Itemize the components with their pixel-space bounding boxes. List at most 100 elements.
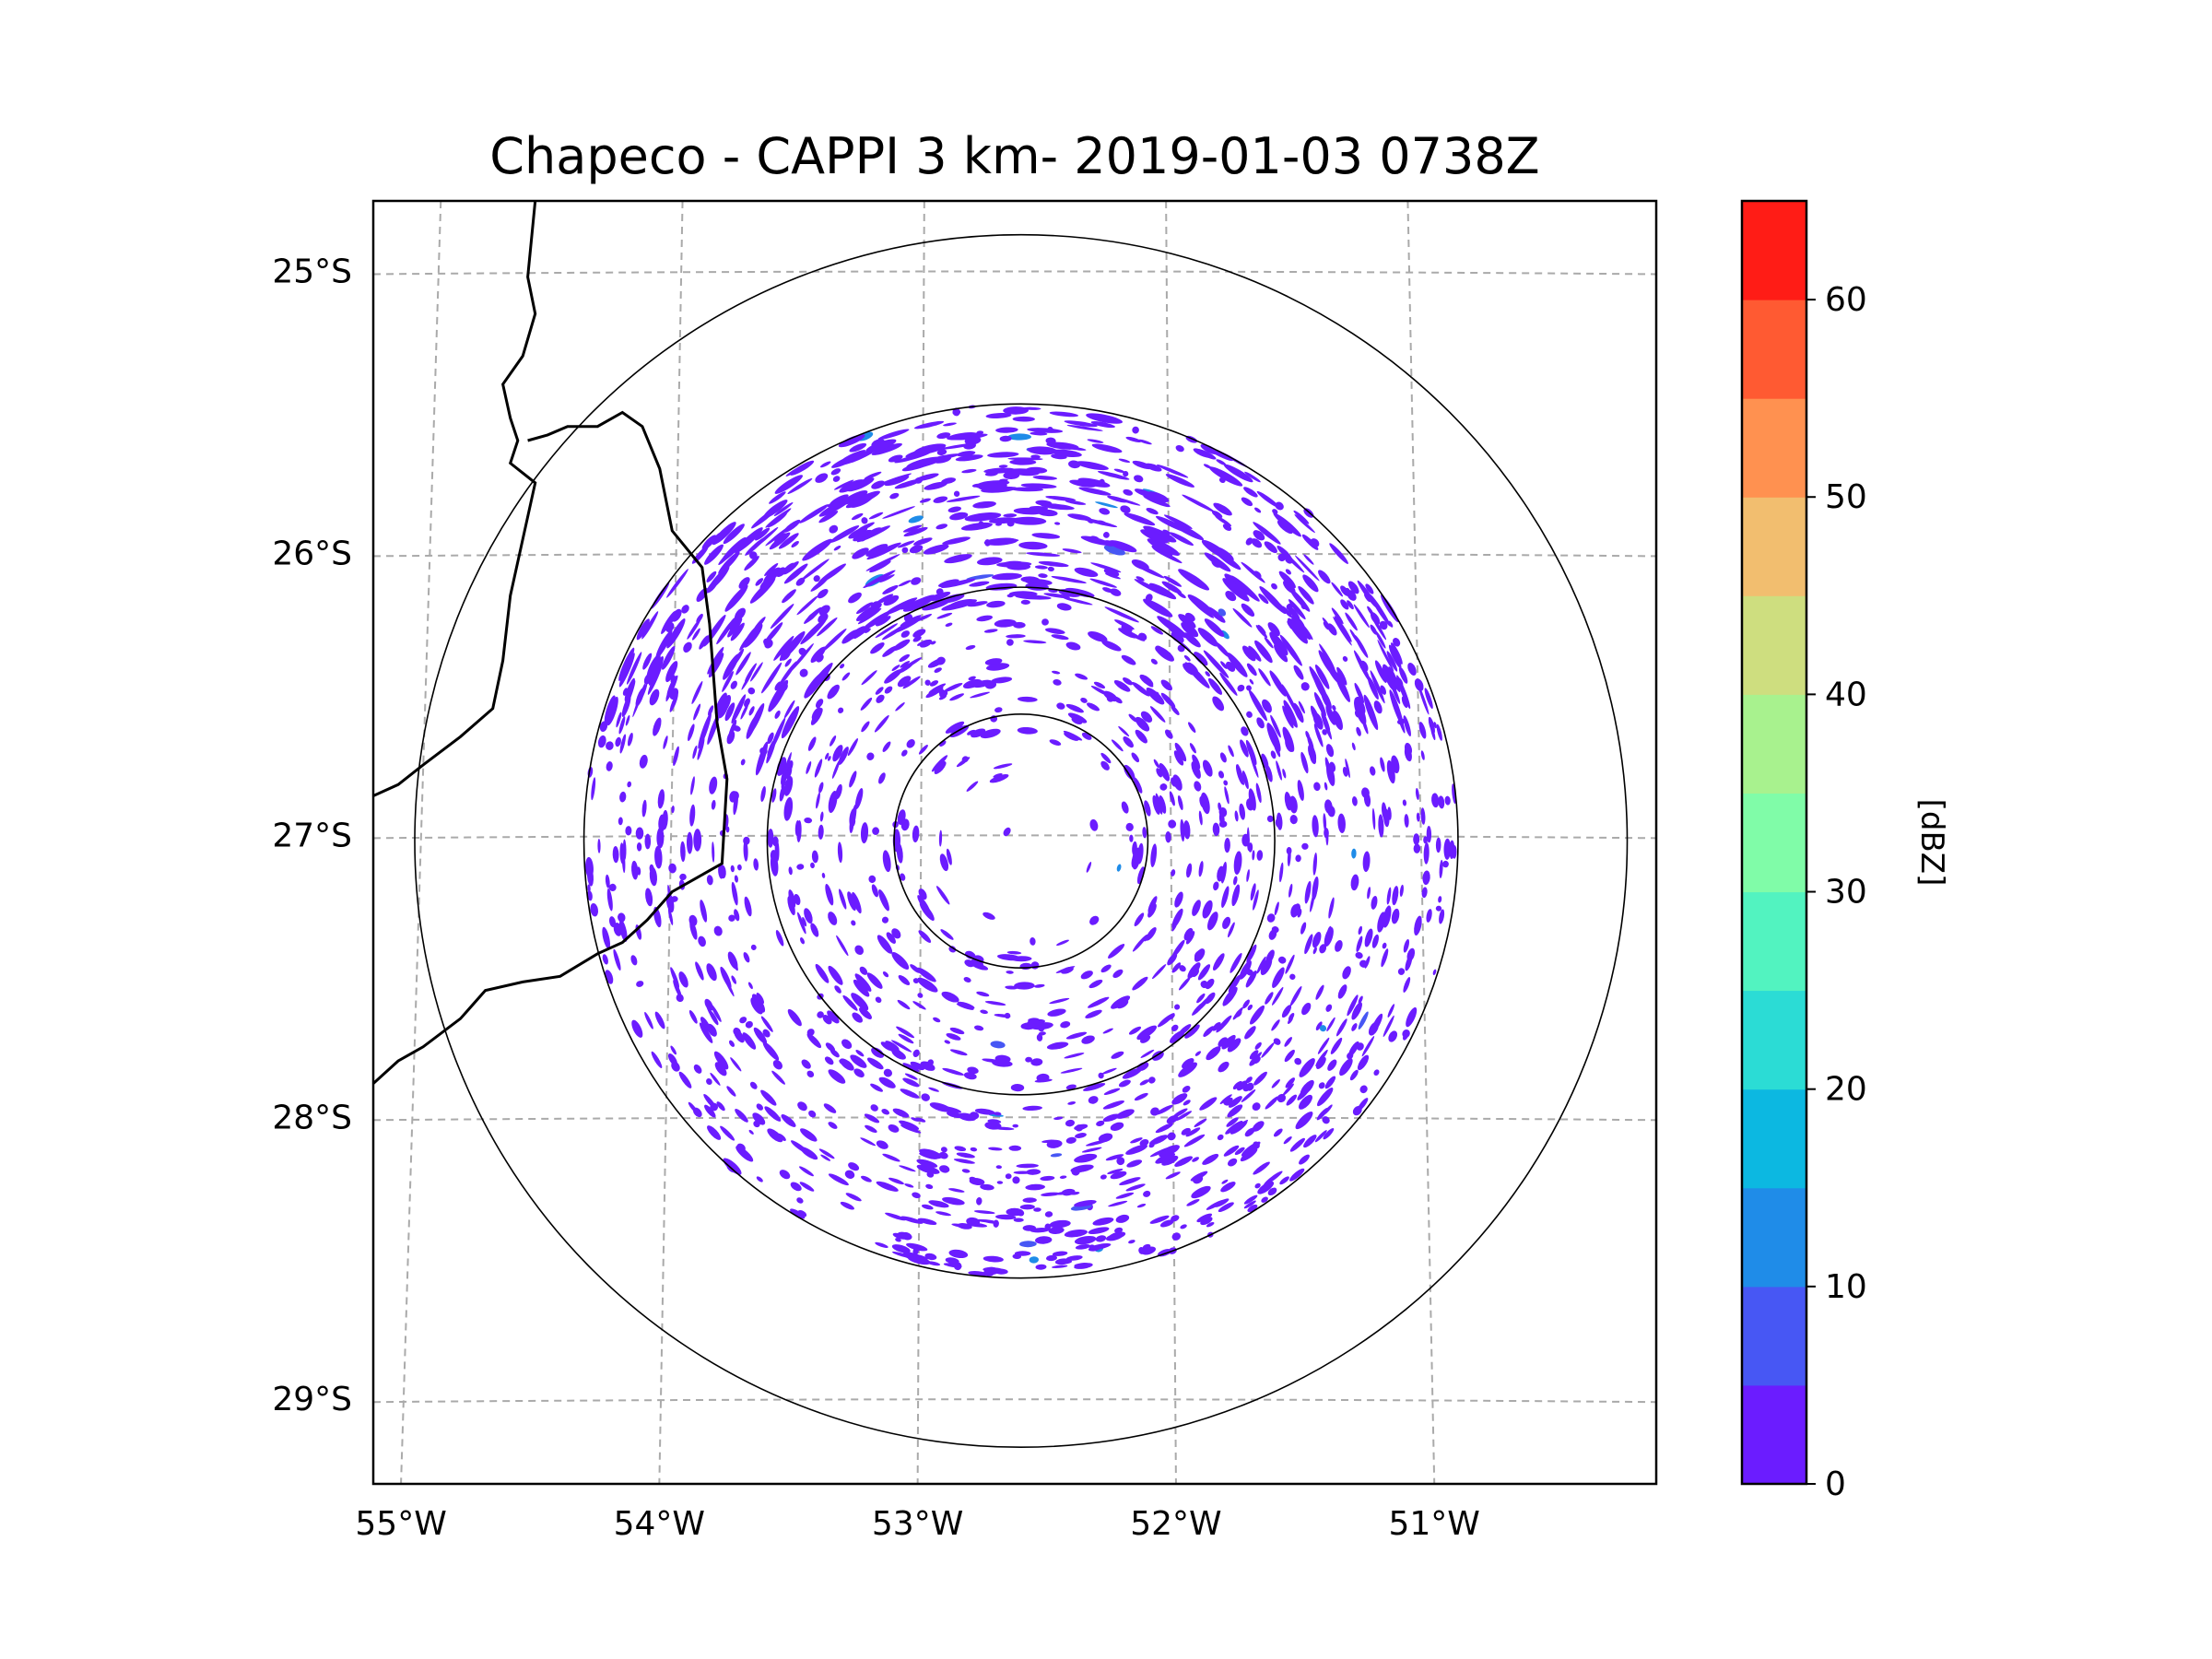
echo-cell [830, 468, 841, 476]
echo-cell [723, 653, 740, 680]
echo-cell [688, 1101, 698, 1113]
echo-cell [639, 754, 648, 769]
echo-cell [1206, 1046, 1221, 1061]
echo-cell [1288, 1016, 1294, 1025]
echo-cell [1163, 575, 1182, 587]
echo-cell [1246, 827, 1250, 851]
echo-cell [868, 512, 884, 520]
echo-cell [1300, 1079, 1314, 1096]
echo-cell [841, 629, 859, 644]
echo-cell [996, 1181, 1004, 1184]
echo-cell [817, 588, 829, 599]
echo-cell [994, 1014, 1011, 1018]
echo-cell [832, 476, 841, 482]
echo-cell [1105, 572, 1121, 580]
echo-cell [818, 1148, 835, 1159]
colorbar-swatch [1742, 1187, 1806, 1288]
echo-cell [942, 536, 971, 546]
echo-cell [852, 1012, 863, 1023]
echo-cell [1147, 538, 1180, 556]
echo-cell [1194, 950, 1203, 959]
x-tick-label: 52°W [1130, 1505, 1221, 1543]
echo-cell [1403, 977, 1411, 993]
echo-cell [1275, 501, 1284, 511]
echo-cell [1193, 448, 1210, 458]
echo-cell [636, 866, 641, 876]
echo-cell [1194, 1051, 1202, 1056]
echo-cell [790, 460, 815, 476]
echo-cell [745, 536, 766, 556]
echo-cell [1171, 705, 1180, 715]
echo-cell [770, 717, 786, 752]
echo-cell [941, 594, 965, 604]
echo-cell [854, 973, 872, 992]
echo-cell [1030, 454, 1041, 459]
echo-cell [1321, 712, 1333, 740]
echo-cell [1288, 883, 1293, 898]
echo-cell [701, 535, 717, 550]
echo-cell [1049, 411, 1079, 418]
echo-cell [794, 893, 801, 906]
echo-cell [1041, 1192, 1061, 1196]
echo-cell [1010, 487, 1044, 492]
echo-cell [1150, 843, 1158, 868]
echo-cell [1452, 845, 1457, 859]
echo-cell [1092, 1217, 1114, 1226]
echo-cell [1253, 1161, 1270, 1175]
echo-cell [800, 1128, 818, 1142]
echo-cell [1283, 580, 1296, 594]
echo-cell [1171, 962, 1182, 973]
echo-cell [1330, 1037, 1343, 1054]
echo-cell [1273, 1038, 1281, 1045]
echo-cell [724, 584, 748, 612]
echo-cell [900, 1216, 924, 1224]
echo-cell [1283, 700, 1298, 728]
echo-cell [1301, 1002, 1312, 1016]
echo-cell [1026, 552, 1061, 557]
echo-cell [1337, 984, 1347, 999]
echo-cell [1192, 968, 1199, 978]
echo-cell [1246, 869, 1250, 882]
echo-cell [967, 1066, 979, 1075]
echo-cell [1067, 1101, 1077, 1105]
echo-cell [797, 1209, 807, 1218]
echo-cell [1095, 1235, 1107, 1242]
echo-cell [1337, 813, 1346, 833]
echo-cell [1064, 1053, 1085, 1059]
echo-cell [1141, 1246, 1157, 1255]
echo-cell [1343, 587, 1350, 594]
echo-cell [661, 610, 677, 634]
echo-cell [1190, 1171, 1208, 1182]
echo-cell [1137, 439, 1152, 445]
echo-cell [711, 1004, 722, 1022]
echo-cell [1004, 560, 1024, 566]
echo-cell [1110, 588, 1122, 596]
echo-cell [1391, 908, 1400, 924]
echo-cell [1354, 699, 1367, 725]
echo-cell [1075, 1133, 1087, 1138]
echo-cell [878, 888, 889, 912]
echo-cell [832, 745, 843, 762]
echo-cell [1387, 1004, 1395, 1018]
echo-cell [828, 1173, 849, 1186]
echo-cell [790, 1140, 809, 1154]
echo-cell [876, 616, 891, 627]
echo-cell [1271, 986, 1284, 1006]
echo-cell [830, 524, 860, 544]
echo-cell [919, 1148, 943, 1159]
echo-cell [897, 999, 911, 1010]
echo-cell [1046, 1041, 1069, 1050]
echo-cell [1268, 929, 1277, 940]
echo-cell [1112, 969, 1124, 979]
echo-cell [1046, 441, 1079, 450]
echo-cell [1165, 1171, 1181, 1180]
echo-cell [1421, 887, 1428, 899]
echo-cell [912, 1001, 926, 1010]
echo-cell [730, 865, 735, 873]
echo-cell [1017, 726, 1038, 735]
echo-cell [1074, 1153, 1098, 1163]
echo-cell [1108, 944, 1125, 959]
echo-cell [1102, 1028, 1113, 1034]
echo-cell [606, 741, 614, 750]
echo-cell [1047, 1008, 1066, 1017]
